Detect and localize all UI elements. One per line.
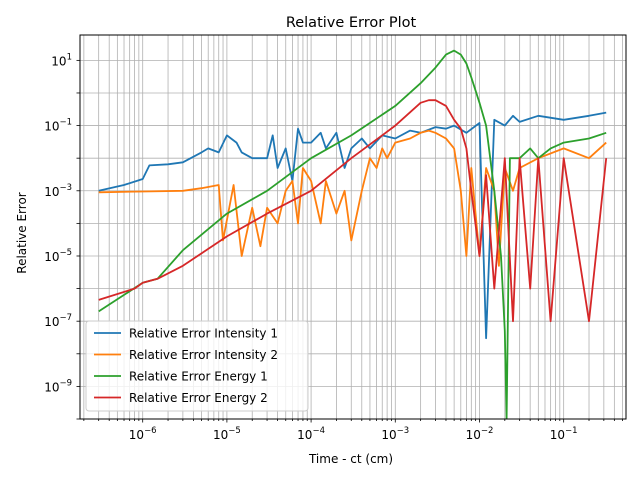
axes-frame: [79, 34, 627, 420]
chart-title: Relative Error Plot: [286, 15, 417, 31]
legend-label: Relative Error Energy 1: [129, 370, 268, 384]
x-tick-label: 10−4: [297, 426, 325, 442]
legend-label: Relative Error Energy 2: [129, 391, 268, 405]
x-axis-label: Time - ct (cm): [308, 452, 393, 466]
series-line-4: [98, 99, 608, 323]
legend-label: Relative Error Intensity 2: [129, 348, 278, 362]
y-tick-label: 101: [51, 52, 72, 68]
x-tick-label: 10−5: [213, 426, 241, 442]
x-tick-label: 10−3: [381, 426, 409, 442]
y-tick-label: 10−5: [44, 248, 72, 264]
y-axis-label: Relative Error: [15, 192, 29, 274]
y-tick-label: 10−9: [44, 378, 72, 394]
legend: Relative Error Intensity 1 Relative Error…: [85, 320, 309, 412]
series-layer: [98, 49, 608, 419]
ticks: 10−6 10−5 10−4 10−3 10−2 10−1 10−9 10−7 10−5 10−3…: [44, 52, 623, 442]
y-tick-label: 10−7: [44, 313, 72, 329]
legend-box: [85, 320, 309, 412]
y-tick-label: 10−3: [44, 183, 72, 199]
x-tick-label: 10−1: [550, 426, 578, 442]
x-tick-label: 10−6: [129, 426, 157, 442]
y-tick-label: 10−1: [44, 118, 72, 134]
series-line-3: [98, 49, 607, 419]
legend-label: Relative Error Intensity 1: [129, 327, 278, 341]
x-tick-label: 10−2: [466, 426, 494, 442]
series-line-1: [98, 111, 607, 340]
